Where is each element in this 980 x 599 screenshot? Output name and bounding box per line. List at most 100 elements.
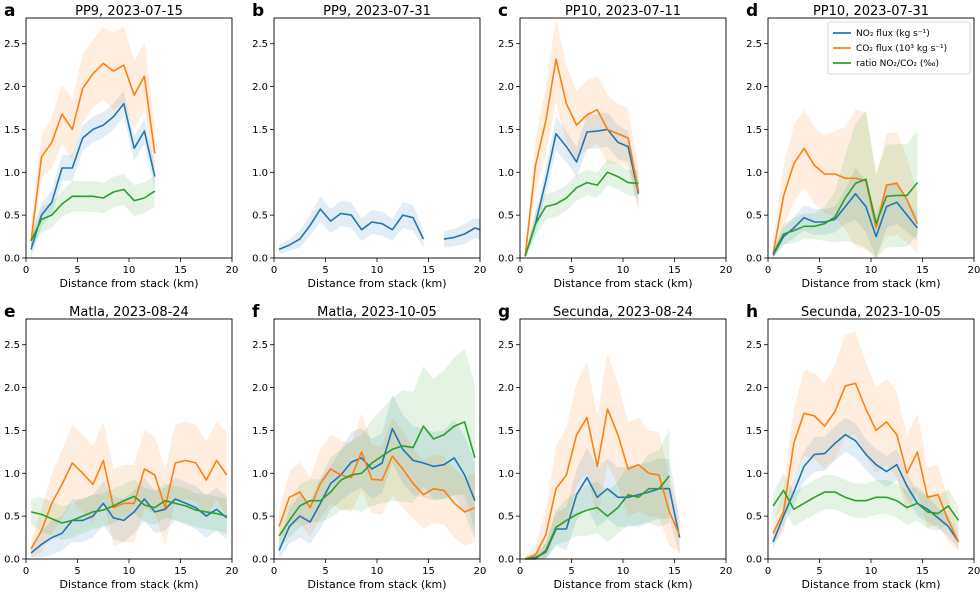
x-tick-label: 10 (123, 265, 136, 276)
y-tick-label: 0.0 (746, 555, 762, 566)
line-no2-h (772, 433, 960, 543)
line-no2-f (278, 427, 476, 551)
x-tick-label: 10 (865, 566, 878, 577)
y-tick-label: 0.5 (4, 512, 20, 523)
x-tick-label: 10 (865, 265, 878, 276)
band-no2-h (773, 417, 959, 549)
x-tick-label: 20 (720, 265, 733, 276)
band-no2-g (525, 447, 680, 559)
x-tick-label: 5 (568, 566, 574, 577)
y-tick-label: 2.0 (746, 383, 762, 394)
band-co2-e (31, 421, 227, 558)
x-tick-label: 0 (23, 566, 29, 577)
x-tick-label: 5 (816, 566, 822, 577)
y-tick-label: 1.0 (746, 469, 762, 480)
line-co2-c (524, 58, 640, 257)
panel-title: Secunda, 2023-10-05 (801, 305, 941, 320)
x-axis-label: Distance from stack (km) (801, 578, 940, 591)
panel-title: PP10, 2023-07-31 (813, 4, 929, 19)
legend-box (827, 21, 971, 75)
x-tick-label: 5 (74, 566, 80, 577)
x-tick-label: 10 (371, 566, 384, 577)
x-tick-label: 10 (371, 265, 384, 276)
panel-title: Matla, 2023-08-24 (69, 305, 189, 320)
y-tick-label: 2.0 (4, 82, 20, 93)
x-tick-label: 15 (422, 265, 435, 276)
band-ratio-c (525, 159, 639, 258)
y-tick-label: 1.5 (4, 125, 20, 136)
x-axis-label: Distance from stack (km) (59, 578, 198, 591)
x-tick-label: 20 (968, 265, 980, 276)
y-tick-label: 2.5 (4, 39, 20, 50)
x-tick-label: 15 (668, 265, 681, 276)
y-tick-label: 1.5 (746, 426, 762, 437)
legend: NO₂ flux (kg s⁻¹) CO₂ flux (10³ kg s⁻¹) ra… (827, 21, 971, 75)
line-ratio-d (772, 178, 919, 255)
y-tick-label: 0.0 (498, 555, 514, 566)
panel-c: 0 5 10 15 20 0.0 0.5 1.0 1.5 2.0 2.5 Distance from … (498, 1, 732, 290)
panel-letter: e (4, 302, 16, 322)
y-tick-label: 0.5 (746, 512, 762, 523)
panel-letter: g (498, 302, 510, 322)
y-tick-label: 0.5 (252, 211, 268, 222)
x-tick-label: 0 (23, 265, 29, 276)
x-tick-label: 5 (568, 265, 574, 276)
x-tick-label: 15 (916, 566, 929, 577)
y-tick-label: 2.5 (4, 340, 20, 351)
y-tick-label: 0.5 (4, 211, 20, 222)
y-tick-label: 1.0 (252, 469, 268, 480)
panel-letter: b (252, 1, 264, 21)
y-tick-label: 2.0 (4, 383, 20, 394)
y-tick-label: 2.0 (252, 383, 268, 394)
y-tick-label: 1.0 (746, 168, 762, 179)
y-tick-label: 2.0 (498, 383, 514, 394)
y-tick-label: 2.0 (746, 82, 762, 93)
panel-letter: d (746, 1, 758, 21)
line-ratio-e (30, 495, 227, 524)
band-no2-b (443, 217, 480, 248)
line-no2-e (30, 498, 228, 554)
x-axis-label: Distance from stack (km) (801, 277, 940, 290)
x-axis-label: Distance from stack (km) (553, 277, 692, 290)
band-no2-e (31, 477, 227, 558)
legend-label-co2: CO₂ flux (10³ kg s⁻¹) (856, 44, 947, 54)
x-axis-label: Distance from stack (km) (553, 578, 692, 591)
x-tick-label: 15 (916, 265, 929, 276)
y-tick-label: 1.5 (252, 125, 268, 136)
y-tick-label: 1.5 (498, 125, 514, 136)
line-ratio-c (524, 171, 639, 257)
y-tick-label: 1.5 (498, 426, 514, 437)
y-tick-label: 1.0 (498, 168, 514, 179)
line-co2-d (772, 147, 919, 254)
x-tick-label: 0 (271, 265, 277, 276)
y-tick-label: 1.0 (252, 168, 268, 179)
band-no2-a (31, 90, 155, 259)
y-tick-label: 1.0 (498, 469, 514, 480)
x-tick-label: 10 (123, 566, 136, 577)
panel-d: 0 5 10 15 20 0.0 0.5 1.0 1.5 2.0 2.5 Distance from … (746, 1, 980, 290)
x-tick-label: 20 (226, 566, 239, 577)
line-co2-f (278, 451, 476, 527)
x-tick-label: 20 (226, 265, 239, 276)
x-tick-label: 20 (968, 566, 980, 577)
band-no2-f (279, 394, 475, 559)
line-co2-a (30, 62, 156, 241)
y-tick-label: 0.0 (4, 555, 20, 566)
panel-e: 0 5 10 15 20 0.0 0.5 1.0 1.5 2.0 2.5 Distance from … (4, 302, 238, 591)
y-tick-label: 0.5 (498, 512, 514, 523)
line-co2-g (524, 408, 681, 560)
x-tick-label: 10 (617, 566, 630, 577)
panel-title: PP9, 2023-07-15 (75, 4, 183, 19)
x-axis-label: Distance from stack (km) (307, 578, 446, 591)
x-axis-label: Distance from stack (km) (307, 277, 446, 290)
panel-title: Matla, 2023-10-05 (317, 305, 437, 320)
y-tick-label: 0.5 (746, 211, 762, 222)
band-co2-g (525, 353, 680, 559)
x-tick-label: 0 (765, 265, 771, 276)
legend-label-ratio: ratio NO₂/CO₂ (‰) (856, 59, 939, 69)
y-tick-label: 2.5 (252, 340, 268, 351)
panel-letter: f (252, 302, 260, 322)
y-tick-label: 1.0 (4, 168, 20, 179)
line-ratio-g (525, 475, 671, 560)
